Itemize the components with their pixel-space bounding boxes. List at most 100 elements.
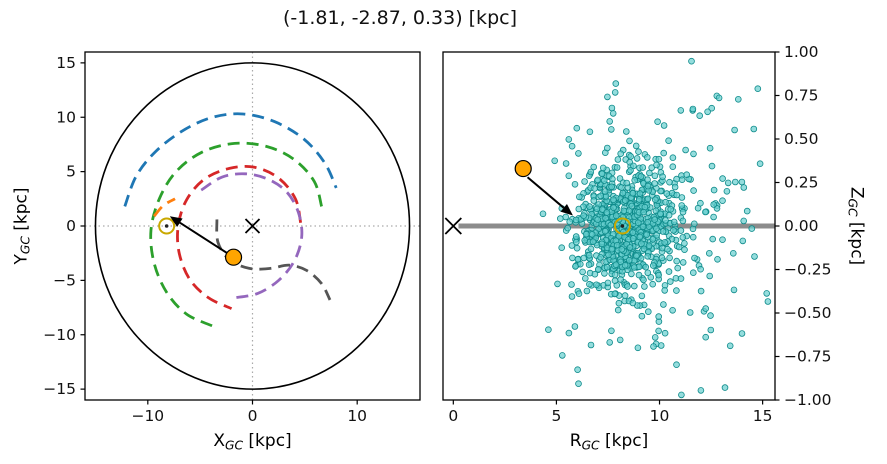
scatter-point: [665, 211, 673, 219]
scatter-point: [660, 122, 668, 129]
scatter-point: [653, 161, 660, 169]
scatter-point: [690, 220, 698, 228]
scatter-point: [643, 231, 650, 239]
scatter-point: [723, 188, 731, 195]
scatter-point: [655, 313, 662, 320]
x-tick-label: 0: [248, 407, 258, 425]
scatter-point: [651, 334, 659, 341]
scatter-point: [678, 391, 685, 399]
scatter-point: [637, 173, 645, 180]
galactic-center-marker: [244, 218, 261, 234]
scatter-point: [681, 246, 688, 254]
x-tick-label: 15: [753, 407, 773, 425]
scatter-point: [565, 136, 573, 143]
scatter-point: [565, 172, 573, 180]
scatter-point: [580, 254, 588, 262]
ylabel-main: Z: [846, 186, 867, 199]
scatter-point: [721, 384, 729, 391]
scatter-point: [614, 156, 622, 163]
scatter-point: [633, 252, 640, 260]
scatter-point: [705, 250, 713, 257]
scatter-point: [582, 230, 590, 238]
scatter-point: [659, 228, 667, 235]
scatter-point: [609, 175, 616, 183]
sun-ring: [158, 217, 176, 235]
scatter-point: [697, 265, 704, 273]
scatter-point: [569, 254, 576, 262]
scatter-point: [629, 190, 637, 197]
scatter-point: [679, 208, 687, 216]
scatter-point: [568, 142, 576, 150]
scatter-point: [719, 197, 726, 205]
scatter-point: [611, 89, 619, 96]
arrow-head: [560, 203, 573, 216]
scatter-point: [681, 240, 688, 247]
scatter-point: [575, 205, 583, 213]
scatter-point: [697, 387, 705, 394]
scatter-point: [614, 306, 622, 314]
scatter-point: [617, 150, 624, 158]
scatter-point: [591, 270, 599, 278]
scatter-point: [571, 323, 579, 330]
scatter-point: [638, 292, 646, 300]
scatter-point: [575, 380, 582, 388]
scatter-point: [644, 252, 651, 260]
scatter-point: [618, 184, 625, 191]
scatter-point: [609, 110, 617, 117]
star-scatter-group: [539, 57, 772, 399]
scatter-point: [640, 245, 648, 253]
scatter-point: [708, 104, 715, 112]
scatter-point: [628, 202, 636, 210]
scatter-point: [638, 312, 646, 320]
scatter-point: [572, 263, 579, 270]
scatter-point: [691, 254, 698, 262]
scatter-point: [629, 229, 637, 236]
scatter-point: [568, 293, 576, 300]
scatter-point: [666, 254, 673, 262]
scatter-point: [636, 233, 644, 241]
y-tick-label: 0.50: [784, 130, 819, 148]
scatter-point: [632, 142, 640, 150]
scatter-point: [598, 206, 606, 213]
arrow-shaft: [179, 221, 235, 259]
scatter-point: [673, 191, 680, 199]
scatter-point: [659, 173, 666, 181]
scatter-point: [665, 137, 672, 145]
scatter-point: [565, 329, 573, 337]
scatter-point: [572, 233, 580, 240]
scatter-point: [573, 124, 581, 132]
y-tick-label: 1.00: [784, 43, 819, 61]
scatter-point: [579, 268, 586, 276]
scatter-point: [730, 286, 738, 294]
scatter-point: [641, 283, 648, 290]
scatter-point: [688, 57, 695, 65]
scatter-point: [649, 262, 657, 269]
scatter-point: [615, 299, 623, 307]
scatter-point: [638, 240, 645, 248]
scatter-point: [658, 254, 666, 262]
sun-dot: [620, 224, 625, 228]
scatter-point: [653, 225, 660, 233]
scatter-point: [622, 128, 630, 135]
sun-dot: [164, 224, 169, 228]
scatter-point: [743, 207, 751, 215]
scatter-point: [643, 154, 651, 161]
scatter-point: [739, 237, 747, 245]
scatter-point: [574, 366, 581, 374]
sun-marker: [613, 217, 631, 235]
scatter-point: [634, 344, 642, 352]
scatter-point: [564, 224, 571, 232]
scatter-point: [644, 269, 652, 277]
scatter-point: [649, 280, 656, 288]
scatter-point: [709, 235, 716, 243]
scatter-point: [654, 118, 661, 125]
x-tick-label: 10: [650, 407, 670, 425]
scatter-point: [611, 290, 619, 298]
scatter-point: [662, 217, 669, 224]
scatter-point: [696, 112, 703, 119]
scatter-point: [661, 287, 668, 294]
scatter-point: [587, 341, 595, 349]
scatter-point: [678, 202, 685, 209]
scatter-point: [619, 189, 627, 197]
scatter-point: [575, 193, 583, 201]
